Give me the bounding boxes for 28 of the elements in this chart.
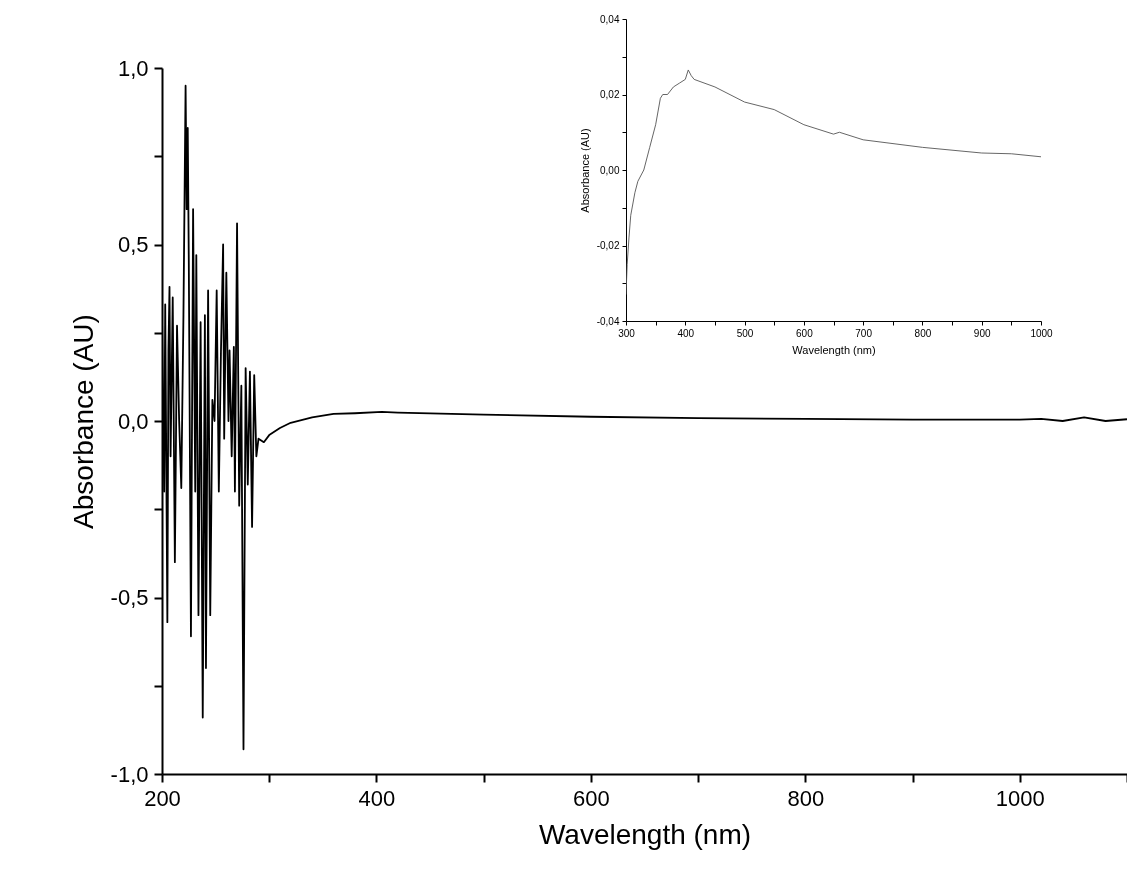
- x-tick-label: 1000: [1030, 327, 1054, 339]
- x-axis-title: Wavelength (nm): [792, 343, 876, 356]
- line-series: [626, 69, 1041, 296]
- y-tick-label: 0,0: [117, 408, 149, 434]
- x-tick-label: 800: [914, 327, 932, 339]
- x-tick-label: 800: [787, 785, 825, 811]
- x-tick-label: 400: [358, 785, 396, 811]
- x-axis-title: Wavelength (nm): [538, 818, 752, 850]
- y-tick-label: 0,00: [600, 164, 620, 176]
- x-tick-label: 600: [796, 327, 814, 339]
- x-tick-label: 200: [144, 785, 181, 811]
- y-tick-label: 0,04: [600, 13, 620, 25]
- x-tick-label: 600: [573, 785, 610, 811]
- y-tick-label: -0,5: [110, 585, 149, 610]
- y-tick-label: -0,04: [596, 315, 620, 327]
- y-tick-label: 0,02: [600, 89, 620, 100]
- x-tick-label: 700: [855, 327, 873, 339]
- y-tick-label: -0,02: [596, 240, 620, 251]
- x-tick-label: 900: [973, 327, 991, 339]
- x-tick-label: 500: [736, 327, 754, 339]
- y-tick-label: 0,5: [117, 232, 149, 257]
- y-axis-title: Absorbance (AU): [67, 314, 99, 529]
- x-tick-label: 1000: [995, 785, 1045, 811]
- x-tick-label: 300: [618, 327, 636, 339]
- y-tick-label: -1,0: [110, 761, 149, 787]
- x-tick-label: 400: [677, 327, 695, 339]
- y-axis-title: Absorbance (AU): [578, 128, 591, 213]
- y-tick-label: 1,0: [117, 55, 149, 81]
